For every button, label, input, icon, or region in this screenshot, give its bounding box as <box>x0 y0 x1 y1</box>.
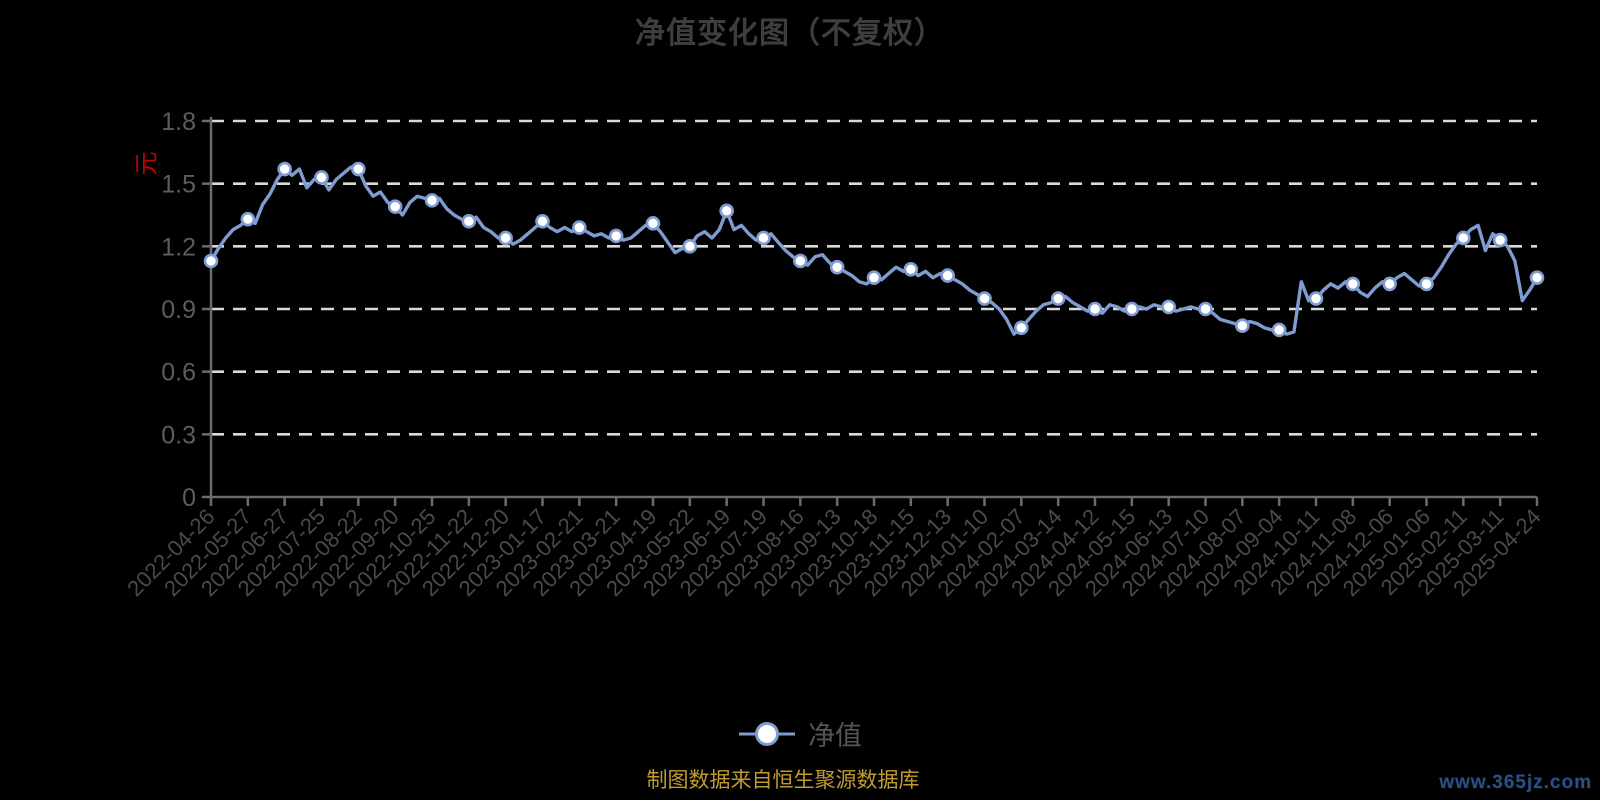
nav-marker[interactable] <box>829 259 845 275</box>
nav-marker[interactable] <box>1345 276 1361 292</box>
y-axis-label: 0.3 <box>161 421 196 449</box>
nav-marker[interactable] <box>1271 322 1287 338</box>
nav-marker[interactable] <box>756 230 771 246</box>
nav-marker[interactable] <box>977 291 992 306</box>
nav-marker[interactable] <box>1492 232 1508 248</box>
nav-marker[interactable] <box>203 253 219 269</box>
nav-marker[interactable] <box>1529 270 1545 285</box>
nav-marker[interactable] <box>498 230 513 246</box>
y-axis-label: 0 <box>182 484 196 512</box>
nav-marker[interactable] <box>1014 320 1029 336</box>
nav-marker[interactable] <box>572 220 587 235</box>
nav-marker[interactable] <box>1161 299 1176 315</box>
y-axis-label: 1.5 <box>161 171 196 199</box>
nav-marker[interactable] <box>1235 318 1250 334</box>
nav-marker[interactable] <box>1087 301 1103 317</box>
y-axis-label: 1.8 <box>161 108 196 136</box>
y-axis-label: 1.2 <box>161 233 196 261</box>
nav-marker[interactable] <box>608 228 624 244</box>
nav-marker[interactable] <box>1456 230 1471 246</box>
nav-marker[interactable] <box>351 161 366 177</box>
nav-marker[interactable] <box>461 213 477 229</box>
legend-item[interactable]: 净值 <box>0 714 1600 753</box>
nav-marker[interactable] <box>903 262 919 277</box>
nav-marker[interactable] <box>866 270 882 285</box>
legend-label: 净值 <box>808 721 862 751</box>
nav-marker[interactable] <box>1198 301 1213 317</box>
chart-title: 净值变化图（不复权） <box>635 17 945 50</box>
nav-line-chart[interactable]: 00.30.60.91.21.51.82022-04-262022-05-272… <box>0 0 1600 660</box>
nav-marker[interactable] <box>645 216 661 231</box>
nav-marker[interactable] <box>1124 301 1140 317</box>
y-axis-label: 0.6 <box>161 359 196 387</box>
nav-marker[interactable] <box>719 203 734 219</box>
nav-marker[interactable] <box>387 199 403 214</box>
nav-marker[interactable] <box>1308 291 1324 306</box>
y-axis-label: 0.9 <box>161 296 196 324</box>
nav-marker[interactable] <box>1419 276 1434 292</box>
nav-marker[interactable] <box>535 213 550 229</box>
nav-marker[interactable] <box>793 253 808 269</box>
nav-marker[interactable] <box>424 193 440 208</box>
site-watermark[interactable]: www.365jz.com <box>1439 772 1592 793</box>
nav-marker[interactable] <box>277 161 292 177</box>
nav-marker[interactable] <box>940 268 955 283</box>
nav-marker[interactable] <box>240 211 256 227</box>
nav-marker[interactable] <box>1382 276 1397 292</box>
nav-marker[interactable] <box>314 170 329 185</box>
nav-marker[interactable] <box>1050 291 1066 306</box>
legend-line-marker-icon <box>739 721 795 746</box>
data-source-caption: 制图数据来自恒生聚源数据库 <box>646 769 920 792</box>
nav-marker[interactable] <box>682 239 698 254</box>
